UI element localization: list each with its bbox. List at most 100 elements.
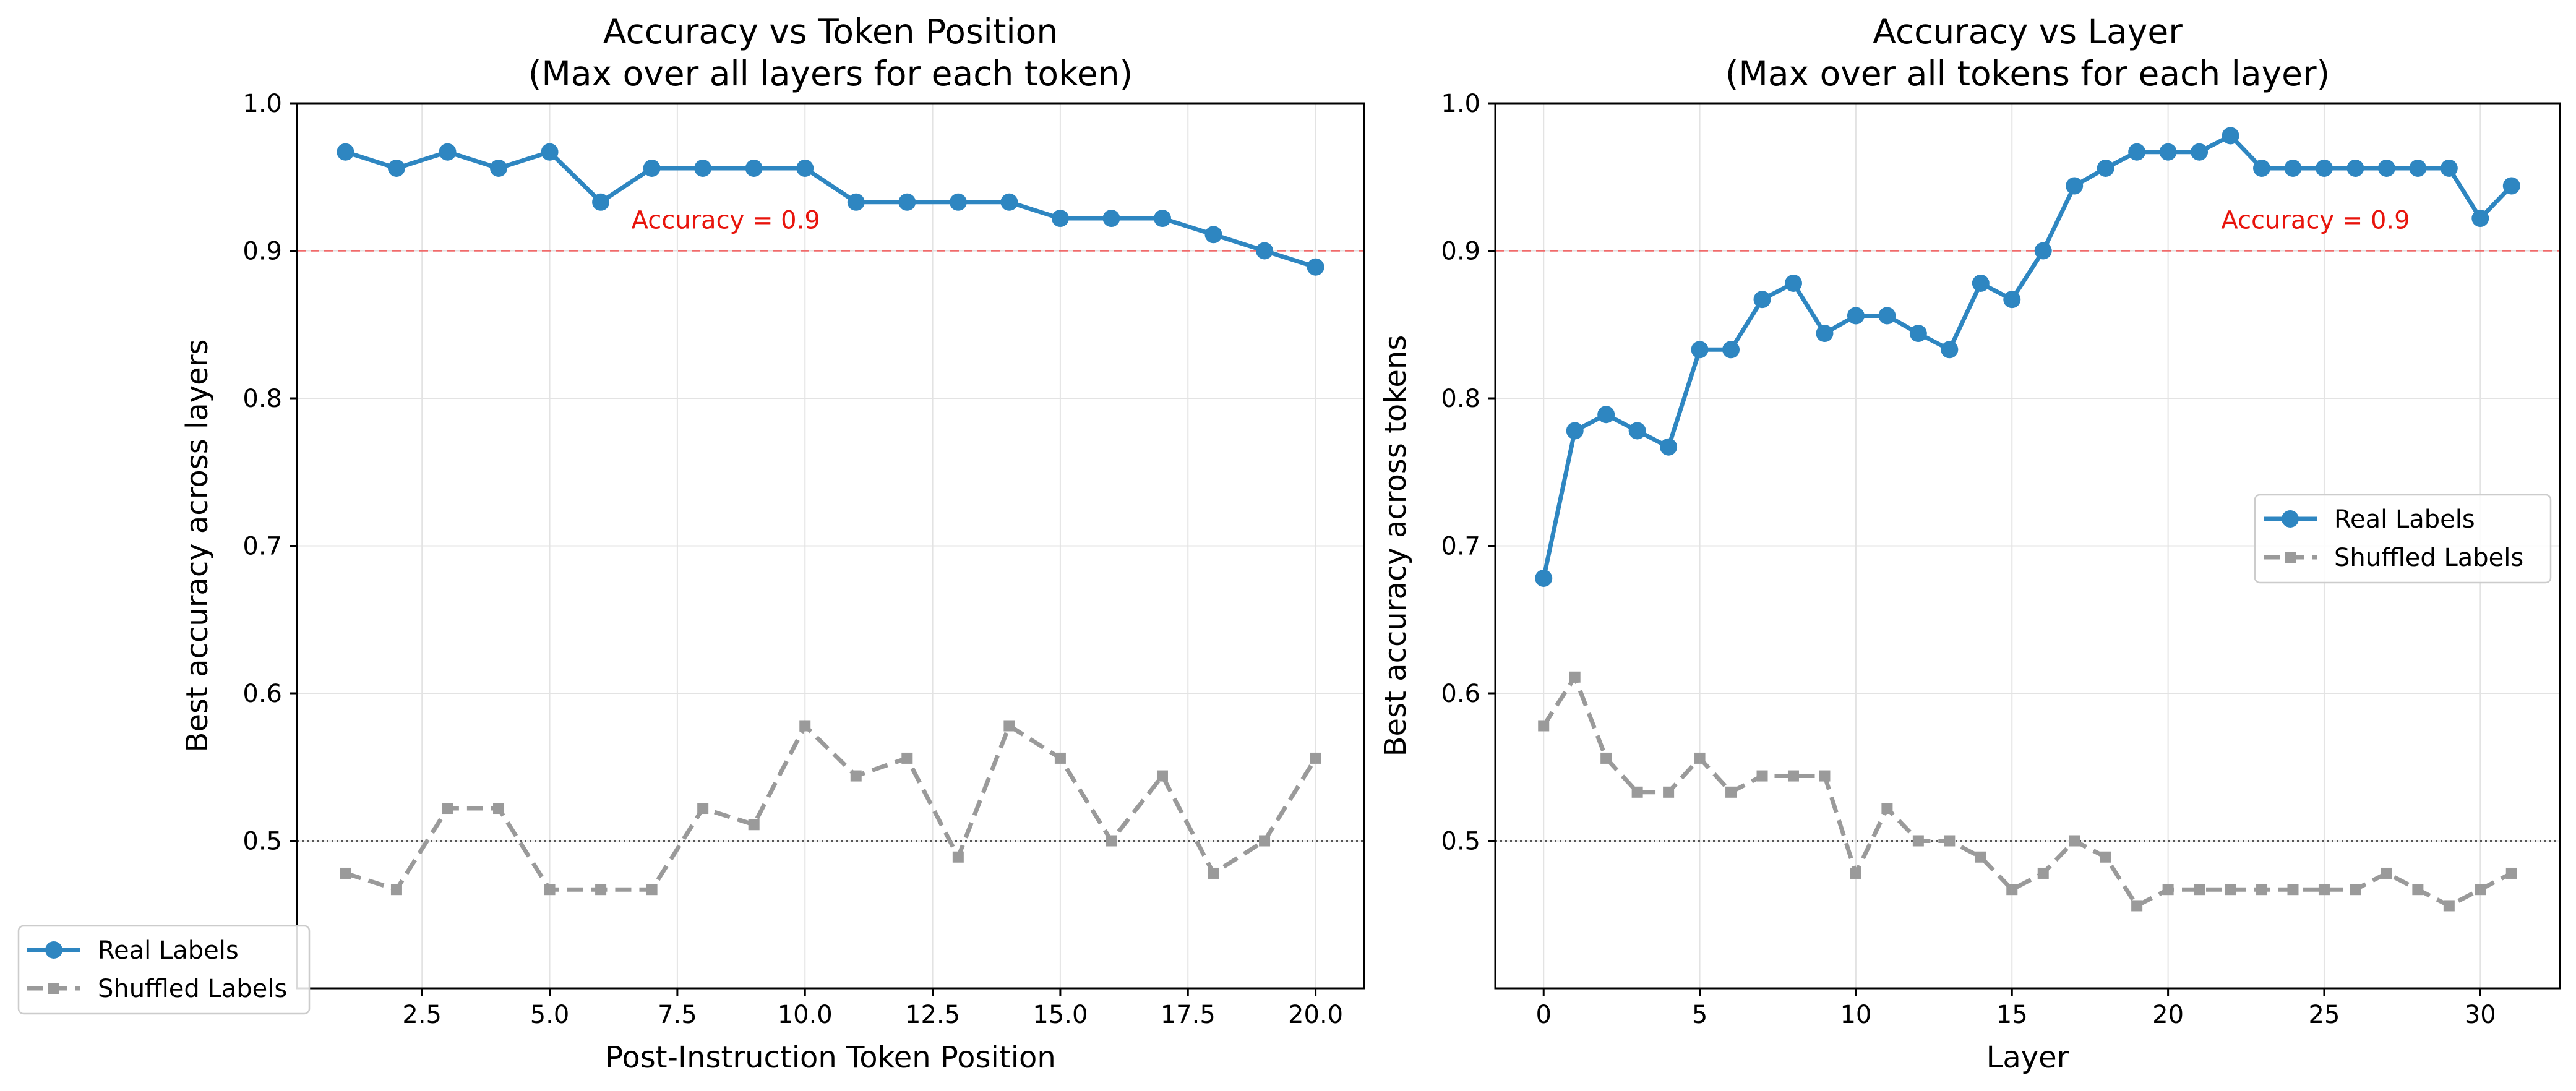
- data-point: [1600, 752, 1612, 764]
- data-point: [1156, 770, 1168, 782]
- data-point: [2191, 143, 2209, 161]
- data-point: [595, 884, 607, 896]
- legend-box: [2254, 494, 2552, 584]
- data-point: [2097, 159, 2114, 177]
- x-tick-label: 15.0: [1033, 1001, 1088, 1029]
- data-point: [2412, 884, 2424, 896]
- data-point: [643, 159, 661, 177]
- data-point: [2471, 210, 2489, 228]
- data-point: [2034, 242, 2052, 260]
- data-point: [748, 819, 760, 831]
- data-point: [2159, 143, 2177, 161]
- x-tick-label: 2.5: [402, 1001, 442, 1029]
- data-point: [2346, 159, 2364, 177]
- data-point: [1628, 422, 1646, 440]
- data-point: [2253, 159, 2271, 177]
- y-tick-label: 0.9: [243, 237, 282, 266]
- data-point: [2443, 900, 2455, 912]
- data-point: [2194, 884, 2205, 896]
- chart-panel-2: Accuracy = 0.9 0 5 10 15 20 25 30 0.5 0.6 0.7 0.8 0.…: [1378, 12, 2561, 1075]
- y-tick-label: 0.5: [1441, 828, 1480, 856]
- data-point: [1000, 193, 1018, 211]
- chart-title: Accuracy vs Layer: [1873, 12, 2183, 51]
- data-point: [2162, 884, 2174, 896]
- data-point: [1756, 770, 1768, 782]
- x-tick-label: 10: [1840, 1001, 1871, 1029]
- data-point: [2440, 159, 2458, 177]
- data-point: [697, 803, 709, 815]
- legend-label: Real Labels: [98, 936, 239, 965]
- reference-line-label: Accuracy = 0.9: [2221, 207, 2410, 235]
- data-point: [544, 884, 556, 896]
- data-point: [2318, 884, 2330, 896]
- y-tick-label: 0.7: [243, 533, 282, 561]
- data-point: [2037, 867, 2049, 879]
- data-point: [541, 143, 559, 161]
- data-point: [1535, 569, 1553, 587]
- x-axis-label: Post-Instruction Token Position: [605, 1040, 1056, 1075]
- data-point: [1256, 242, 1274, 260]
- data-point: [847, 193, 865, 211]
- data-point: [390, 884, 402, 896]
- data-point: [1631, 786, 1643, 798]
- data-point: [1153, 210, 1171, 228]
- data-point: [2003, 291, 2021, 309]
- y-tick-label: 0.5: [243, 828, 282, 856]
- data-point: [2287, 884, 2299, 896]
- data-point: [1204, 226, 1222, 244]
- series-real-labels: [1535, 127, 2520, 587]
- data-point: [2381, 867, 2392, 879]
- legend-box: [17, 925, 311, 1015]
- x-tick-label: 5: [1692, 1001, 1707, 1029]
- data-point: [1941, 341, 1959, 359]
- data-point: [2502, 177, 2520, 195]
- data-point: [694, 159, 712, 177]
- y-tick-label: 0.8: [1441, 385, 1480, 413]
- data-point: [2006, 884, 2018, 896]
- data-point: [387, 159, 405, 177]
- x-tick-label: 12.5: [905, 1001, 960, 1029]
- data-point: [1975, 851, 1986, 863]
- data-point: [1722, 341, 1740, 359]
- data-point: [2066, 177, 2084, 195]
- data-point: [442, 803, 453, 815]
- x-tick-label: 5.0: [530, 1001, 570, 1029]
- data-point: [952, 851, 964, 863]
- data-point: [2128, 143, 2146, 161]
- y-tick-label: 0.9: [1441, 237, 1480, 266]
- legend-label: Shuffled Labels: [2334, 544, 2523, 572]
- x-tick-label: 7.5: [658, 1001, 697, 1029]
- data-point: [1787, 770, 1799, 782]
- data-point: [1819, 770, 1831, 782]
- x-tick-label: 20: [2152, 1001, 2184, 1029]
- data-point: [1208, 867, 1219, 879]
- legend-label: Real Labels: [2334, 505, 2475, 534]
- data-point: [1847, 307, 1865, 325]
- data-point: [1972, 274, 1990, 292]
- data-point: [1725, 786, 1737, 798]
- chart-title: Accuracy vs Token Position: [603, 12, 1058, 51]
- series-shuffled-labels: [1538, 671, 2517, 912]
- legend-marker: [2285, 552, 2296, 563]
- data-point: [2350, 884, 2361, 896]
- data-point: [2505, 867, 2517, 879]
- data-point: [493, 803, 505, 815]
- legend-label: Shuffled Labels: [98, 975, 287, 1003]
- data-point: [337, 143, 354, 161]
- y-tick-label: 0.6: [243, 680, 282, 708]
- y-tick-label: 0.7: [1441, 533, 1480, 561]
- data-point: [2315, 159, 2333, 177]
- y-axis-label: Best accuracy across layers: [180, 340, 215, 753]
- data-point: [1054, 752, 1066, 764]
- x-tick-label: 20.0: [1288, 1001, 1343, 1029]
- x-tick-label: 10.0: [778, 1001, 833, 1029]
- data-point: [796, 159, 814, 177]
- x-tick-label: 0: [1536, 1001, 1552, 1029]
- data-point: [799, 720, 811, 732]
- data-point: [1660, 438, 1678, 456]
- series-real-labels: [337, 143, 1324, 276]
- data-point: [2131, 900, 2143, 912]
- data-point: [2284, 159, 2302, 177]
- x-tick-label: 15: [1996, 1001, 2028, 1029]
- data-point: [340, 867, 351, 879]
